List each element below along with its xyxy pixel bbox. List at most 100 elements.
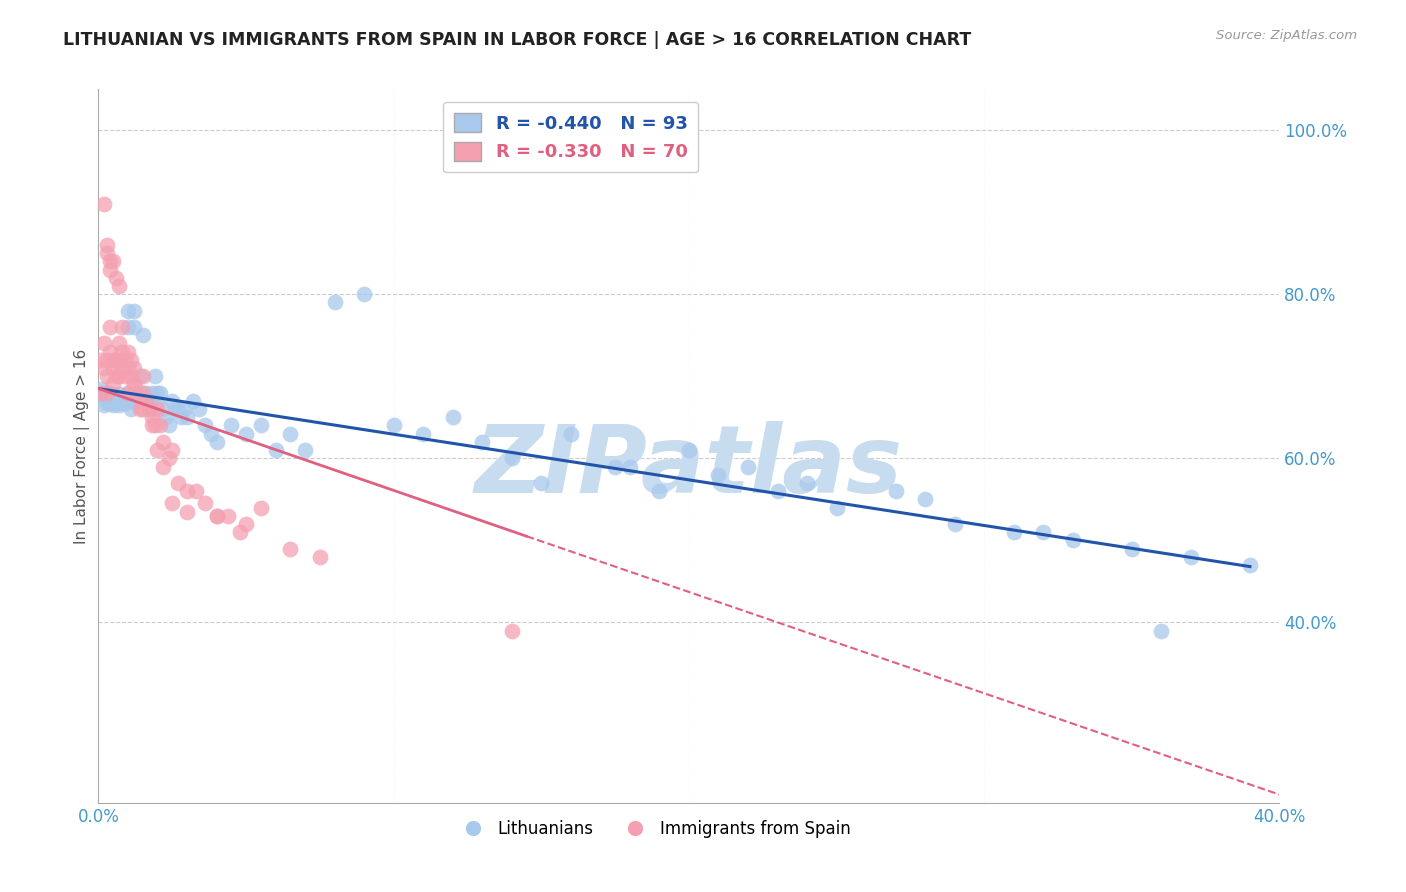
Point	[205, 434, 228, 449]
Point	[825, 500, 848, 515]
Point	[619, 459, 641, 474]
Point	[165, 402, 187, 417]
Point	[122, 377, 145, 392]
Point	[648, 484, 671, 499]
Point	[737, 459, 759, 474]
Point	[105, 270, 128, 285]
Point	[125, 385, 148, 400]
Point	[1180, 549, 1202, 564]
Point	[98, 395, 121, 409]
Point	[98, 385, 121, 400]
Point	[108, 336, 131, 351]
Point	[250, 418, 273, 433]
Point	[280, 426, 302, 441]
Point	[135, 393, 157, 408]
Point	[96, 385, 118, 400]
Point	[205, 508, 228, 523]
Point	[114, 395, 136, 409]
Point	[98, 262, 121, 277]
Point	[194, 418, 217, 433]
Point	[128, 402, 150, 417]
Point	[93, 398, 115, 412]
Point	[501, 624, 523, 638]
Point	[117, 385, 139, 400]
Point	[122, 361, 145, 376]
Point	[98, 320, 121, 334]
Point	[173, 402, 195, 417]
Point	[93, 197, 115, 211]
Point	[146, 402, 169, 417]
Point	[132, 385, 155, 400]
Point	[264, 443, 287, 458]
Point	[103, 254, 125, 268]
Legend: Lithuanians, Immigrants from Spain: Lithuanians, Immigrants from Spain	[450, 814, 858, 845]
Point	[122, 377, 145, 392]
Point	[157, 451, 180, 466]
Point	[1150, 624, 1173, 638]
Point	[93, 361, 115, 376]
Point	[152, 459, 174, 474]
Point	[135, 393, 157, 408]
Point	[96, 392, 118, 407]
Point	[149, 418, 172, 433]
Point	[235, 426, 257, 441]
Text: ZIPatlas: ZIPatlas	[475, 421, 903, 514]
Point	[138, 402, 160, 417]
Point	[167, 402, 190, 417]
Point	[128, 369, 150, 384]
Point	[914, 492, 936, 507]
Point	[412, 426, 434, 441]
Point	[184, 484, 207, 499]
Point	[122, 320, 145, 334]
Point	[103, 361, 125, 376]
Point	[108, 387, 131, 401]
Point	[501, 451, 523, 466]
Point	[117, 303, 139, 318]
Point	[96, 352, 118, 367]
Point	[441, 410, 464, 425]
Point	[103, 398, 125, 412]
Point	[141, 385, 163, 400]
Point	[605, 459, 627, 474]
Point	[111, 390, 134, 404]
Point	[141, 402, 163, 417]
Point	[1062, 533, 1084, 548]
Point	[117, 320, 139, 334]
Point	[382, 418, 405, 433]
Point	[103, 352, 125, 367]
Point	[90, 385, 112, 400]
Point	[152, 402, 174, 417]
Point	[141, 410, 163, 425]
Point	[132, 328, 155, 343]
Point	[217, 508, 239, 523]
Point	[138, 393, 160, 408]
Point	[149, 385, 172, 400]
Point	[141, 418, 163, 433]
Point	[146, 393, 169, 408]
Point	[229, 525, 252, 540]
Point	[108, 369, 131, 384]
Point	[93, 385, 115, 400]
Point	[96, 238, 118, 252]
Point	[103, 395, 125, 409]
Point	[125, 385, 148, 400]
Point	[143, 418, 166, 433]
Point	[132, 385, 155, 400]
Point	[943, 516, 966, 531]
Point	[90, 382, 112, 396]
Point	[221, 418, 243, 433]
Point	[132, 402, 155, 417]
Point	[93, 336, 115, 351]
Point	[114, 369, 136, 384]
Point	[117, 361, 139, 376]
Point	[162, 496, 183, 510]
Point	[280, 541, 302, 556]
Point	[120, 352, 142, 367]
Text: LITHUANIAN VS IMMIGRANTS FROM SPAIN IN LABOR FORCE | AGE > 16 CORRELATION CHART: LITHUANIAN VS IMMIGRANTS FROM SPAIN IN L…	[63, 31, 972, 49]
Point	[471, 434, 494, 449]
Point	[98, 254, 121, 268]
Point	[117, 385, 139, 400]
Point	[707, 467, 730, 482]
Point	[560, 426, 582, 441]
Point	[114, 392, 136, 407]
